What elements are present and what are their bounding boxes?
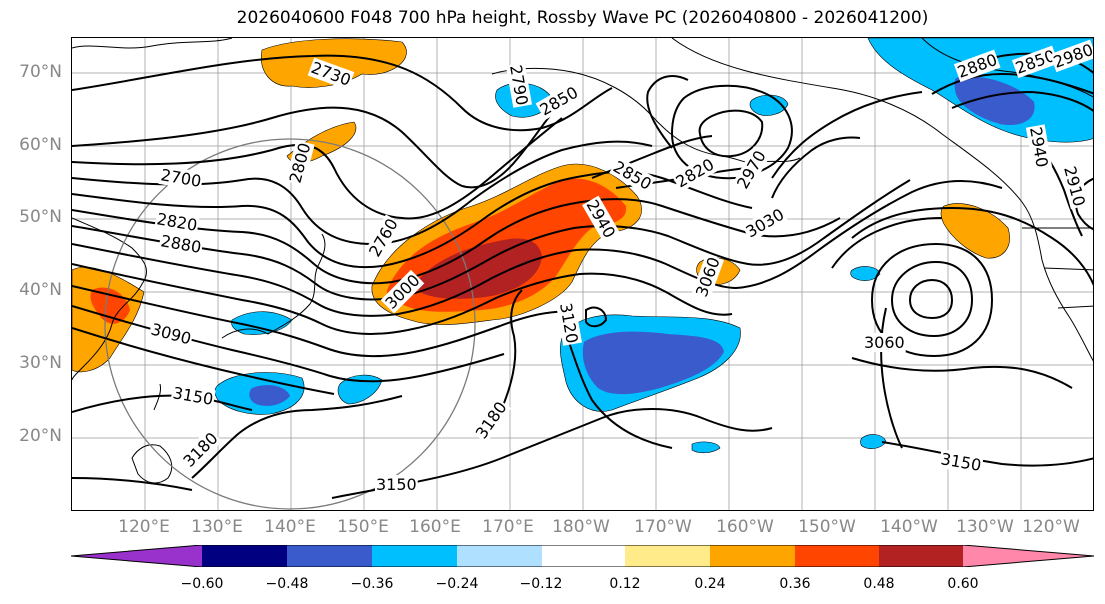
lon-label-120e: 120°E	[118, 517, 170, 537]
colorbar	[71, 545, 1094, 567]
contour-label-background	[609, 156, 656, 195]
colorbar-bin-3	[372, 545, 457, 567]
contour-label-background	[535, 82, 583, 120]
contour-label-3150-east: 3150	[939, 449, 982, 475]
contour-label-3150-west: 3150	[171, 383, 214, 409]
lat-label-30n: 30°N	[19, 353, 62, 373]
contour-label-2910: 2910	[1060, 164, 1089, 208]
graticule	[72, 38, 1093, 510]
lat-label-20n: 20°N	[19, 426, 62, 446]
contour-label-background	[582, 195, 620, 243]
colorbar-tick-8: 0.36	[779, 576, 811, 592]
contour-label-background	[170, 383, 216, 410]
colorbar-bin-4	[457, 545, 542, 567]
colorbar-tick-5: −0.12	[519, 576, 563, 592]
reference-circle	[104, 138, 476, 510]
lat-label-60n: 60°N	[19, 135, 62, 155]
contour-label-background	[364, 214, 403, 261]
contour-label-background	[1049, 39, 1093, 73]
contour-label-background	[505, 62, 533, 108]
colorbar-bin-9	[879, 545, 963, 567]
contour-label-background	[1025, 124, 1053, 170]
negative-shading	[214, 38, 1093, 454]
colorbar-bin-1	[202, 545, 287, 567]
colorbar-bin-5	[542, 545, 625, 567]
colorbar-bin-7	[710, 545, 795, 567]
contour-label-background	[741, 204, 789, 242]
contour-label-background	[1011, 45, 1059, 79]
map-title: 2026040600 F048 700 hPa height, Rossby W…	[236, 8, 929, 28]
lon-label-150e: 150°E	[337, 517, 389, 537]
colorbar-tick-9: 0.48	[863, 576, 895, 592]
contour-labels: 2730 2790 2850 2880 2850 2980 2940 2910 …	[147, 39, 1093, 494]
colorbar-tick-10: 0.60	[947, 576, 979, 592]
lon-label-130e: 130°E	[191, 517, 243, 537]
colorbar-tick-2: −0.48	[265, 576, 309, 592]
contour-label-3120: 3120	[556, 301, 582, 344]
lat-label-50n: 50°N	[19, 207, 62, 227]
contour-label-background	[158, 165, 204, 192]
contour-label-background	[555, 300, 583, 346]
lon-label-120w: 120°W	[1022, 517, 1080, 537]
contour-label-background	[471, 397, 512, 444]
positive-shading	[72, 38, 1010, 373]
colorbar-bin-6	[625, 545, 710, 567]
contour-label-background	[671, 154, 719, 192]
contour-label-background	[380, 269, 425, 314]
contour-label-background	[307, 57, 355, 91]
contour-label-background	[1059, 163, 1090, 210]
contour-label-background	[691, 253, 725, 301]
contour-label-background	[938, 449, 984, 476]
contour-label-2800: 2800	[286, 141, 315, 185]
lat-label-70n: 70°N	[19, 62, 62, 82]
contour-label-background	[178, 427, 223, 472]
lon-label-160e: 160°E	[409, 517, 461, 537]
lon-label-150w: 150°W	[798, 517, 856, 537]
lon-label-170w: 170°W	[634, 517, 692, 537]
contour-label-background	[863, 333, 906, 352]
lat-label-40n: 40°N	[19, 280, 62, 300]
colorbar-tick-3: −0.36	[350, 576, 394, 592]
map-canvas: 2730 2790 2850 2880 2850 2980 2940 2910 …	[72, 38, 1093, 510]
contour-label-background	[732, 146, 771, 193]
contour-label-background	[154, 209, 200, 236]
contour-label-3060: 3060	[864, 333, 905, 352]
contour-label-background	[953, 49, 1001, 83]
lon-label-160w: 160°W	[716, 517, 774, 537]
contour-label-2820-mid: 2820	[673, 155, 718, 192]
lon-label-140e: 140°E	[264, 517, 316, 537]
lon-label-140w: 140°W	[880, 517, 938, 537]
contour-label-background	[147, 319, 195, 349]
colorbar-tick-7: 0.24	[694, 576, 726, 592]
contour-label-3090: 3090	[149, 320, 193, 349]
contour-label-background	[375, 475, 418, 494]
colorbar-tick-4: −0.24	[435, 576, 479, 592]
lon-label-180w: 180°W	[552, 517, 610, 537]
contour-label-3150-south: 3150	[376, 475, 417, 494]
colorbar-extend-high	[963, 545, 1094, 567]
colorbar-bin-2	[287, 545, 372, 567]
colorbar-extend-low	[71, 545, 202, 567]
colorbar-tick-6: 0.12	[609, 576, 641, 592]
lon-label-130w: 130°W	[956, 517, 1014, 537]
colorbar-tick-1: −0.60	[180, 576, 224, 592]
contour-label-background	[158, 231, 204, 258]
lon-label-170e: 170°E	[482, 517, 534, 537]
contour-label-background	[285, 139, 315, 187]
map-panel: 2730 2790 2850 2880 2850 2980 2940 2910 …	[71, 37, 1094, 511]
colorbar-bin-8	[795, 545, 879, 567]
